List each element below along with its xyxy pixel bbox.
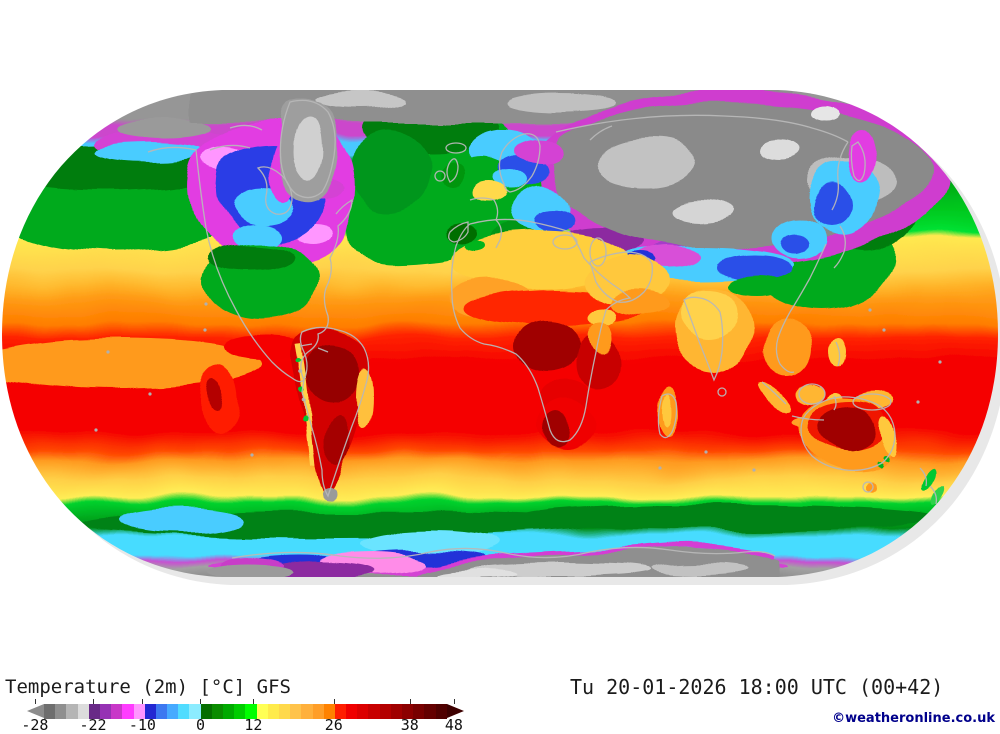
colorbar-segment bbox=[189, 704, 201, 719]
colorbar-tick-label: 0 bbox=[195, 716, 205, 734]
world-temperature-map bbox=[2, 90, 1000, 585]
colorbar-segment bbox=[301, 704, 313, 719]
colorbar-tick-label: 12 bbox=[244, 716, 263, 734]
tropics-region bbox=[2, 334, 313, 434]
colorbar-tick bbox=[409, 699, 411, 704]
colorbar-tick-label: 38 bbox=[400, 716, 419, 734]
southern-ocean-region bbox=[80, 505, 940, 556]
colorbar-segment bbox=[312, 704, 324, 719]
colorbar-segment bbox=[66, 704, 78, 719]
colorbar-segment bbox=[256, 704, 268, 719]
colorbar-segment bbox=[223, 704, 235, 719]
colorbar-segment bbox=[167, 704, 179, 719]
colorbar-tick bbox=[453, 699, 455, 704]
credit-text: ©weatheronline.co.uk bbox=[832, 711, 995, 726]
colorbar-segment bbox=[178, 704, 190, 719]
colorbar-segment bbox=[402, 704, 414, 719]
colorbar-tick bbox=[142, 699, 144, 704]
colorbar-segment bbox=[368, 704, 380, 719]
island-dots bbox=[94, 302, 942, 472]
colorbar-tick bbox=[200, 699, 202, 704]
colorbar-tick bbox=[34, 699, 36, 704]
colorbar-segment bbox=[390, 704, 402, 719]
colorbar-segment bbox=[55, 704, 67, 719]
colorbar-segment bbox=[290, 704, 302, 719]
colorbar-segment bbox=[267, 704, 279, 719]
colorbar-segments bbox=[44, 704, 447, 719]
colorbar-segment bbox=[234, 704, 246, 719]
colorbar-segment bbox=[144, 704, 156, 719]
colorbar-tick-label: 26 bbox=[324, 716, 343, 734]
colorbar-tick-label: 48 bbox=[444, 716, 463, 734]
africa-region bbox=[516, 308, 678, 450]
colorbar-segment bbox=[379, 704, 391, 719]
temperature-colorbar bbox=[27, 699, 464, 719]
colorbar-tick bbox=[253, 699, 255, 704]
colorbar-segment bbox=[133, 704, 145, 719]
colorbar-tick bbox=[333, 699, 335, 704]
valid-time: Tu 20-01-2026 18:00 UTC (00+42) bbox=[570, 675, 944, 699]
colorbar-segment bbox=[435, 704, 447, 719]
colorbar-segment bbox=[211, 704, 223, 719]
colorbar-tick bbox=[92, 699, 94, 704]
siberia-cold-region bbox=[537, 91, 948, 296]
colorbar-segment bbox=[424, 704, 436, 719]
temperature-field bbox=[2, 90, 998, 577]
colorbar-segment bbox=[155, 704, 168, 719]
antarctica-region bbox=[210, 543, 790, 577]
colorbar-segment bbox=[44, 704, 56, 719]
colorbar-segment bbox=[346, 704, 358, 719]
colorbar-segment bbox=[245, 704, 257, 719]
colorbar-tick-label: -10 bbox=[128, 716, 156, 734]
colorbar-segment bbox=[323, 704, 335, 719]
product-title: Temperature (2m) [°C] GFS bbox=[5, 676, 291, 698]
colorbar-segment bbox=[357, 704, 369, 719]
colorbar-segment bbox=[122, 704, 134, 719]
colorbar-segment bbox=[88, 704, 100, 719]
colorbar-segment bbox=[111, 704, 123, 719]
colorbar-segment bbox=[278, 704, 291, 719]
south-america-region bbox=[292, 325, 373, 498]
colorbar-segment bbox=[200, 704, 212, 719]
colorbar-left-arrow-icon bbox=[27, 704, 44, 718]
colorbar-labels: -28 -22 -10 0 12 26 38 48 bbox=[21, 716, 464, 734]
colorbar-tick-label: -22 bbox=[79, 716, 107, 734]
australia-region bbox=[801, 398, 946, 506]
colorbar-segment bbox=[334, 704, 347, 719]
coastlines bbox=[147, 99, 938, 559]
colorbar-segment bbox=[77, 704, 89, 719]
colorbar-segment bbox=[99, 704, 112, 719]
colorbar-right-arrow-icon bbox=[447, 704, 464, 718]
colorbar-tick-label: -28 bbox=[21, 716, 49, 734]
globe bbox=[2, 90, 998, 577]
colorbar-segment bbox=[413, 704, 425, 719]
